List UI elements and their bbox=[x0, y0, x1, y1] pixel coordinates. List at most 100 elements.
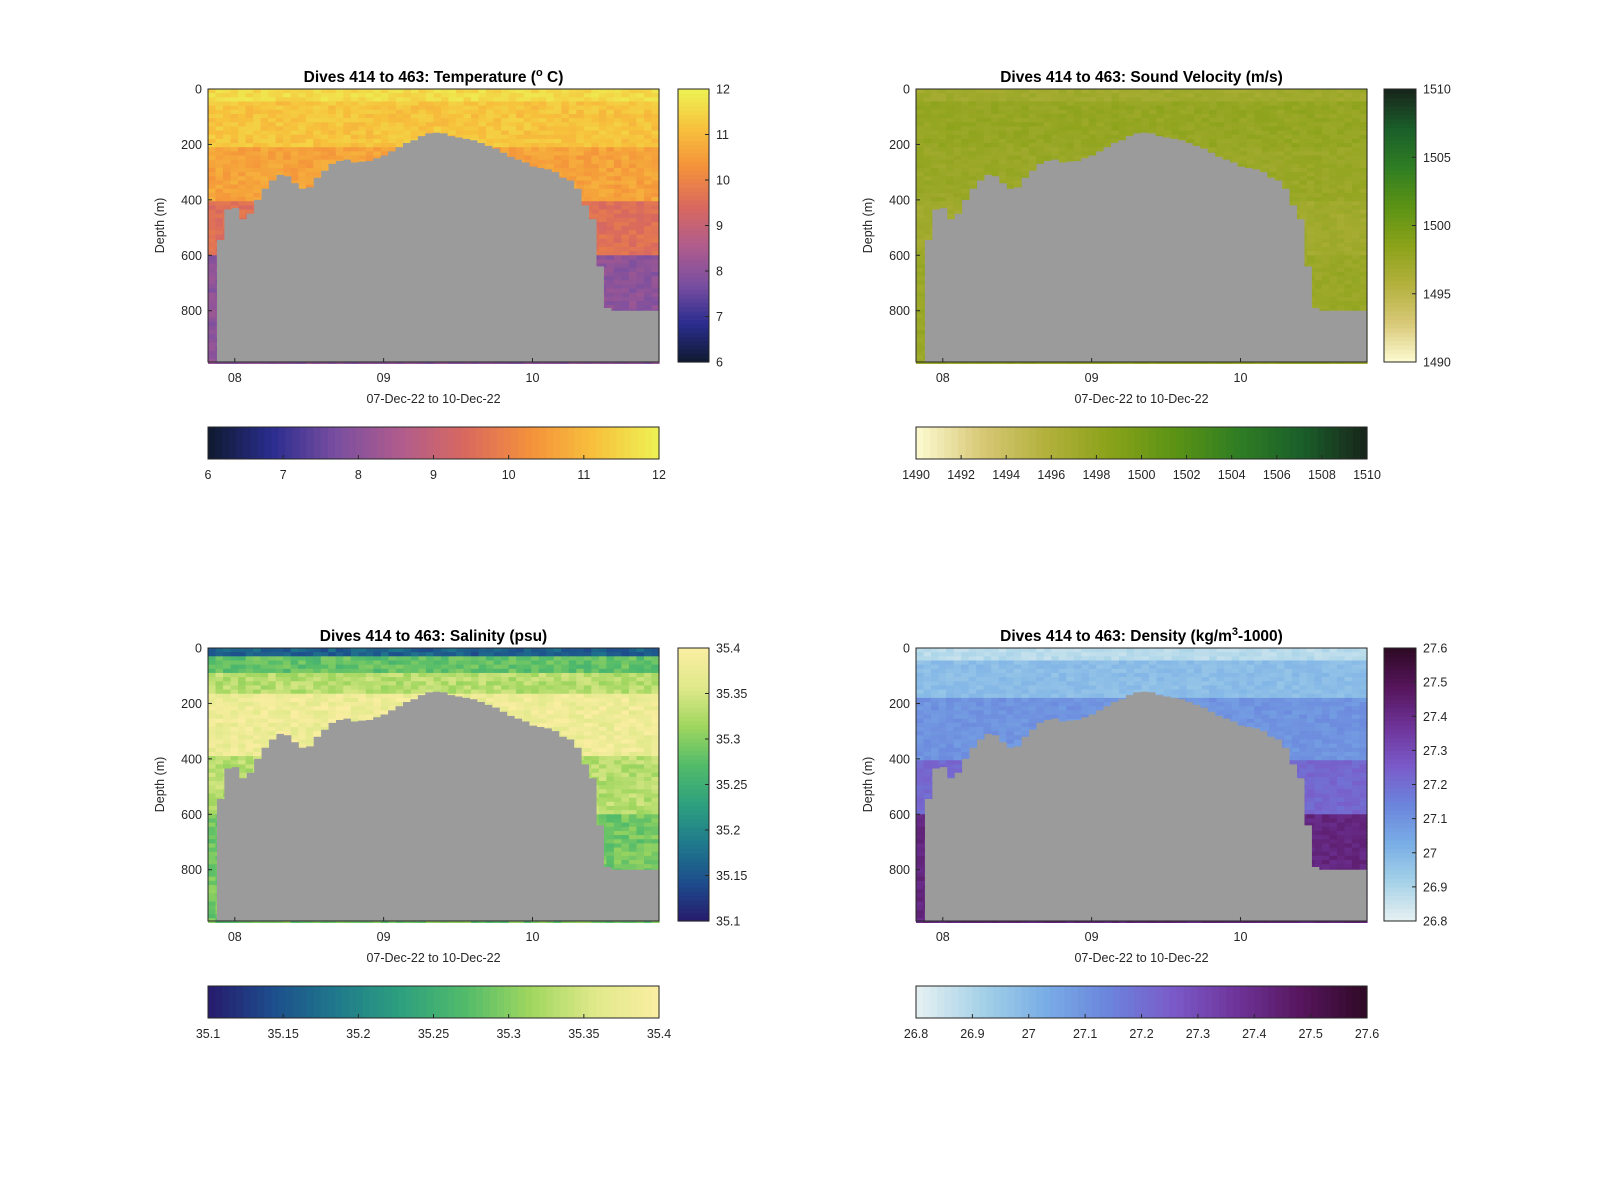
colorbar-segment bbox=[678, 196, 709, 201]
heatmap-cell bbox=[954, 114, 962, 119]
heatmap-cell bbox=[261, 118, 269, 123]
heatmap-cell bbox=[644, 264, 652, 269]
heatmap-cell bbox=[621, 247, 629, 252]
heatmap-cell bbox=[591, 201, 599, 206]
colorbar-segment bbox=[678, 132, 709, 137]
heatmap-cell bbox=[629, 239, 637, 244]
heatmap-cell bbox=[644, 259, 652, 264]
colorbar-tick-label: 6 bbox=[716, 356, 723, 370]
heatmap-cell bbox=[576, 147, 584, 152]
heatmap-cell bbox=[216, 205, 224, 210]
heatmap-cell bbox=[283, 89, 291, 94]
heatmap-cell bbox=[629, 122, 637, 127]
heatmap-cell bbox=[336, 143, 344, 148]
heatmap-cell bbox=[291, 118, 299, 123]
heatmap-cell bbox=[524, 156, 532, 161]
heatmap-cell bbox=[306, 151, 314, 156]
heatmap-cell bbox=[366, 97, 374, 102]
heatmap-cell bbox=[381, 89, 389, 94]
heatmap-cell bbox=[456, 122, 464, 127]
heatmap-cell bbox=[486, 118, 494, 123]
heatmap-cell bbox=[916, 230, 924, 235]
heatmap-cell bbox=[253, 106, 261, 111]
heatmap-cell bbox=[916, 185, 924, 190]
colorbar-segment bbox=[678, 289, 709, 294]
heatmap-cell bbox=[576, 126, 584, 131]
heatmap-cell bbox=[606, 230, 614, 235]
heatmap-cell bbox=[599, 89, 607, 94]
heatmap-cell bbox=[931, 101, 939, 106]
heatmap-cell bbox=[924, 164, 932, 169]
heatmap-cell bbox=[554, 160, 562, 165]
heatmap-cell bbox=[313, 143, 321, 148]
heatmap-cell bbox=[223, 156, 231, 161]
heatmap-cell bbox=[426, 118, 434, 123]
heatmap-cell bbox=[651, 255, 659, 260]
heatmap-cell bbox=[599, 118, 607, 123]
heatmap-cell bbox=[223, 172, 231, 177]
heatmap-cell bbox=[328, 143, 336, 148]
heatmap-cell bbox=[246, 143, 254, 148]
heatmap-cell bbox=[291, 139, 299, 144]
heatmap-cell bbox=[449, 106, 457, 111]
heatmap-cell bbox=[388, 131, 396, 136]
colorbar-segment bbox=[370, 427, 378, 459]
heatmap-cell bbox=[599, 176, 607, 181]
heatmap-cell bbox=[321, 106, 329, 111]
heatmap-cell bbox=[238, 210, 246, 215]
heatmap-cell bbox=[539, 89, 547, 94]
heatmap-cell bbox=[494, 118, 502, 123]
heatmap-cell bbox=[576, 139, 584, 144]
heatmap-cell bbox=[561, 151, 569, 156]
heatmap-cell bbox=[268, 135, 276, 140]
colorbar-segment bbox=[236, 427, 244, 459]
heatmap-cell bbox=[591, 135, 599, 140]
heatmap-cell bbox=[208, 268, 216, 273]
heatmap-cell bbox=[976, 93, 984, 98]
heatmap-cell bbox=[313, 164, 321, 169]
heatmap-cell bbox=[328, 106, 336, 111]
heatmap-cell bbox=[373, 139, 381, 144]
heatmap-cell bbox=[584, 114, 592, 119]
heatmap-cell bbox=[999, 114, 1007, 119]
colorbar-segment bbox=[652, 427, 660, 459]
heatmap-cell bbox=[606, 147, 614, 152]
heatmap-cell bbox=[403, 122, 411, 127]
heatmap-cell bbox=[471, 101, 479, 106]
heatmap-cell bbox=[969, 122, 977, 127]
heatmap-cell bbox=[946, 160, 954, 165]
heatmap-cell bbox=[509, 93, 517, 98]
colorbar-segment bbox=[678, 157, 709, 162]
heatmap-cell bbox=[644, 247, 652, 252]
heatmap-cell bbox=[464, 118, 472, 123]
heatmap-cell bbox=[946, 135, 954, 140]
heatmap-cell bbox=[636, 93, 644, 98]
heatmap-cell bbox=[599, 131, 607, 136]
heatmap-cell bbox=[501, 135, 509, 140]
heatmap-cell bbox=[629, 280, 637, 285]
heatmap-cell bbox=[208, 180, 216, 185]
heatmap-cell bbox=[651, 122, 659, 127]
heatmap-cell bbox=[343, 93, 351, 98]
heatmap-cell bbox=[629, 289, 637, 294]
heatmap-cell bbox=[954, 135, 962, 140]
heatmap-cell bbox=[313, 131, 321, 136]
heatmap-cell bbox=[651, 210, 659, 215]
heatmap-cell bbox=[403, 139, 411, 144]
heatmap-cell bbox=[381, 110, 389, 115]
heatmap-cell bbox=[599, 189, 607, 194]
heatmap-cell bbox=[351, 118, 359, 123]
heatmap-cell bbox=[976, 131, 984, 136]
heatmap-cell bbox=[351, 93, 359, 98]
colorbar-segment bbox=[321, 427, 329, 459]
heatmap-cell bbox=[328, 139, 336, 144]
heatmap-cell bbox=[946, 147, 954, 152]
heatmap-cell bbox=[621, 264, 629, 269]
heatmap-cell bbox=[231, 97, 239, 102]
heatmap-cell bbox=[328, 110, 336, 115]
heatmap-cell bbox=[644, 189, 652, 194]
heatmap-cell bbox=[261, 101, 269, 106]
heatmap-cell bbox=[216, 218, 224, 223]
colorbar-segment bbox=[581, 427, 589, 459]
heatmap-cell bbox=[916, 147, 924, 152]
